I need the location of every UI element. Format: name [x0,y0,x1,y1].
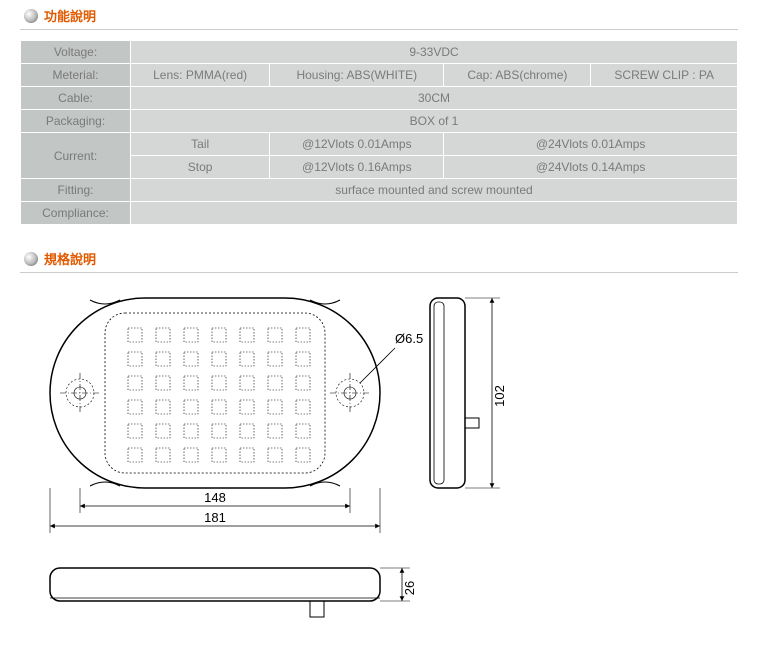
label-current: Current: [21,133,131,179]
value-current-tail: Tail [131,133,270,156]
dim-26: 26 [402,581,417,595]
dimension-diagram: Ø6.5 148 181 102 26 [20,283,738,643]
dim-181: 181 [204,510,226,525]
value-fitting: surface mounted and screw mounted [131,179,738,202]
value-current-stop: Stop [131,156,270,179]
label-compliance: Compliance: [21,202,131,225]
label-packaging: Packaging: [21,110,131,133]
dim-148: 148 [204,490,226,505]
value-current-tail-12v: @12Vlots 0.01Amps [270,133,444,156]
side-view: 102 [430,298,507,488]
value-packaging: BOX of 1 [131,110,738,133]
value-material-lens: Lens: PMMA(red) [131,64,270,87]
value-compliance [131,202,738,225]
diagram-svg: Ø6.5 148 181 102 26 [20,283,738,643]
dim-hole: Ø6.5 [395,331,423,346]
section-title-function: 功能說明 [44,6,96,25]
bullet-icon [24,9,38,23]
value-cable: 30CM [131,87,738,110]
section-header-function: 功能說明 [20,0,738,30]
value-voltage: 9-33VDC [131,41,738,64]
bullet-icon [24,252,38,266]
label-cable: Cable: [21,87,131,110]
section-header-spec: 規格說明 [20,243,738,273]
value-material-cap: Cap: ABS(chrome) [444,64,591,87]
value-current-tail-24v: @24Vlots 0.01Amps [444,133,738,156]
spec-table: Voltage: 9-33VDC Meterial: Lens: PMMA(re… [20,40,738,225]
label-material: Meterial: [21,64,131,87]
value-current-stop-24v: @24Vlots 0.14Amps [444,156,738,179]
bottom-view: 26 [50,568,417,617]
label-voltage: Voltage: [21,41,131,64]
dim-102: 102 [492,385,507,407]
value-material-screw: SCREW CLIP : PA [591,64,738,87]
label-fitting: Fitting: [21,179,131,202]
front-view: Ø6.5 148 181 [50,298,423,533]
value-material-housing: Housing: ABS(WHITE) [270,64,444,87]
section-title-spec: 規格說明 [44,249,96,268]
value-current-stop-12v: @12Vlots 0.16Amps [270,156,444,179]
